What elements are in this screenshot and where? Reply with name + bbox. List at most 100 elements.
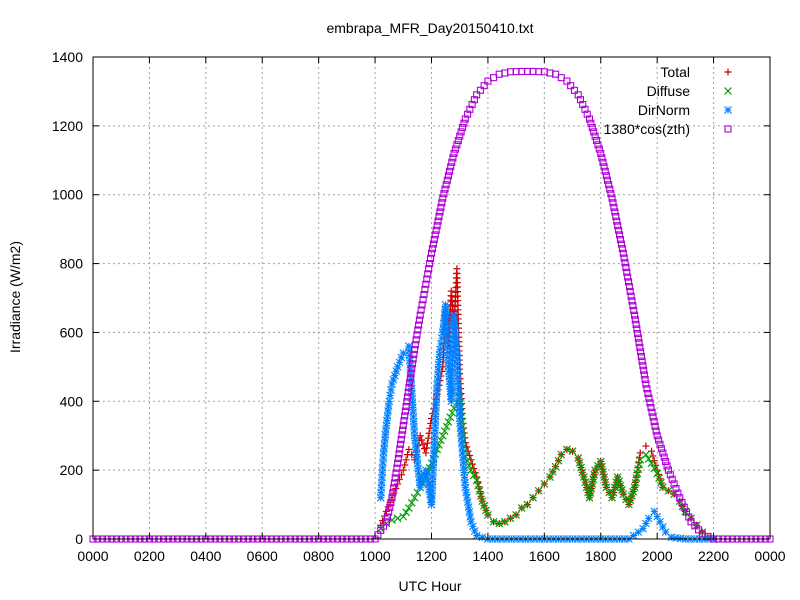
data-point	[456, 132, 464, 140]
data-point	[425, 490, 434, 499]
data-point	[570, 86, 578, 94]
data-point	[595, 145, 603, 153]
data-point	[423, 444, 431, 452]
data-point	[468, 522, 477, 531]
data-point	[643, 385, 651, 393]
data-point	[469, 471, 478, 480]
data-point	[694, 526, 703, 534]
data-point	[473, 91, 481, 99]
data-point	[393, 514, 402, 523]
data-point	[678, 498, 686, 507]
data-point	[606, 185, 614, 193]
data-point	[451, 326, 460, 334]
data-point	[401, 407, 409, 415]
data-point	[567, 82, 575, 90]
data-point	[410, 422, 418, 431]
data-point	[619, 249, 627, 257]
data-point	[478, 533, 487, 542]
data-point	[687, 518, 695, 526]
data-point	[405, 445, 413, 453]
data-point	[385, 397, 394, 406]
x-tick-label: 0000	[77, 548, 108, 564]
data-point	[396, 445, 404, 453]
data-point	[621, 259, 629, 267]
data-point	[377, 488, 385, 497]
data-point	[680, 503, 688, 511]
data-point	[455, 396, 463, 405]
data-point	[402, 402, 410, 411]
data-point	[435, 212, 443, 221]
data-point	[460, 119, 468, 127]
data-point	[506, 514, 515, 523]
data-point	[433, 222, 441, 230]
data-point	[396, 475, 404, 483]
data-point	[636, 449, 644, 457]
data-point	[642, 442, 650, 450]
data-point	[439, 194, 447, 202]
data-point	[453, 359, 462, 368]
data-point	[590, 128, 598, 136]
data-point	[409, 408, 417, 417]
data-point	[466, 512, 475, 521]
data-point	[447, 388, 456, 397]
data-point	[415, 474, 424, 482]
data-point	[601, 167, 609, 175]
data-point	[411, 436, 419, 445]
x-tick-label: 0200	[134, 548, 165, 564]
data-point	[443, 176, 451, 184]
data-point	[390, 371, 399, 380]
data-point	[458, 449, 467, 457]
data-point	[440, 190, 448, 198]
data-point	[656, 517, 664, 526]
data-point	[448, 361, 457, 369]
x-tick-label: 1000	[360, 548, 391, 564]
data-point	[408, 403, 417, 412]
data-point	[382, 518, 390, 526]
data-point	[616, 231, 624, 239]
data-point	[439, 319, 448, 328]
data-point	[574, 91, 582, 99]
data-point	[582, 483, 591, 492]
data-point	[641, 519, 650, 528]
data-point	[630, 306, 638, 314]
data-point	[645, 394, 653, 402]
data-point	[585, 115, 594, 123]
data-point	[598, 154, 606, 162]
data-point	[635, 339, 643, 347]
data-point	[590, 470, 599, 479]
data-point	[631, 316, 639, 324]
data-point	[459, 458, 468, 467]
data-point	[414, 464, 423, 473]
data-point	[413, 459, 422, 468]
data-point	[447, 392, 456, 401]
data-point	[384, 407, 392, 415]
data-point	[452, 335, 460, 344]
data-point	[442, 310, 450, 319]
data-point	[478, 497, 487, 506]
data-point	[407, 369, 415, 377]
data-point	[397, 353, 406, 362]
data-point	[452, 340, 461, 349]
data-point	[460, 473, 469, 482]
data-point	[534, 486, 543, 495]
legend-marker	[724, 68, 732, 76]
data-point	[587, 119, 595, 127]
data-point	[443, 348, 452, 357]
data-point	[443, 339, 452, 347]
data-point	[612, 212, 620, 221]
y-tick-label: 600	[60, 324, 84, 340]
data-point	[647, 459, 656, 468]
data-point	[610, 203, 618, 211]
data-point	[406, 374, 414, 382]
data-point	[387, 498, 395, 507]
data-point	[634, 330, 642, 338]
data-point	[426, 260, 434, 268]
data-point	[577, 463, 585, 472]
data-point	[674, 489, 682, 497]
data-point	[576, 96, 584, 104]
data-point	[613, 473, 622, 481]
legend-label: 1380*cos(zth)	[604, 121, 690, 137]
data-point	[376, 493, 385, 502]
data-point	[676, 534, 685, 543]
data-point	[637, 348, 645, 356]
